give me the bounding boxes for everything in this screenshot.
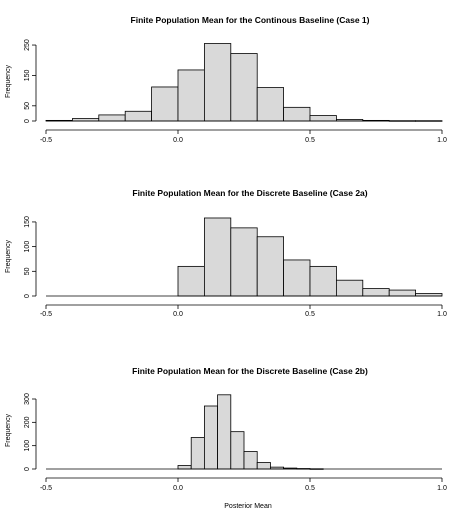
histogram-bar <box>283 106 311 122</box>
x-tick-label: 0.0 <box>173 311 183 318</box>
x-tick-label: 0.5 <box>305 485 315 492</box>
histogram-bar <box>230 431 245 470</box>
histogram-bar <box>335 279 364 297</box>
histogram-bar <box>256 236 285 297</box>
x-tick-label: 1.0 <box>437 485 447 492</box>
y-tick-label: 100 <box>24 440 31 452</box>
x-tick-label: 0.0 <box>173 485 183 492</box>
histogram-bar <box>190 437 205 470</box>
histogram-bar <box>177 265 205 297</box>
x-tick-label: 0.5 <box>305 311 315 318</box>
histogram-bar <box>151 86 179 122</box>
histogram-bar <box>203 43 232 122</box>
y-tick-label: 50 <box>24 267 31 275</box>
x-tick-label: 1.0 <box>437 137 447 144</box>
y-axis-label: Frequency <box>5 64 12 98</box>
x-axis-label: Posterior Mean <box>224 503 272 510</box>
y-tick-label: 150 <box>24 216 31 228</box>
x-tick-label: -0.5 <box>40 311 52 318</box>
histogram-bar <box>388 289 417 297</box>
histogram-bar <box>243 451 258 470</box>
histogram-bar <box>203 405 218 470</box>
histogram-bar <box>203 217 232 297</box>
y-axis-label: Frequency <box>5 239 12 273</box>
histogram-bar <box>230 53 258 122</box>
histogram-panel-2: Finite Population Mean for the Discrete … <box>5 188 447 318</box>
histogram-panel-3: Finite Population Mean for the Discrete … <box>5 366 447 510</box>
histogram-bar <box>283 259 311 297</box>
histogram-bar <box>177 465 192 470</box>
y-tick-label: 250 <box>24 39 31 51</box>
histogram-bar <box>124 110 152 122</box>
x-tick-label: 0.0 <box>173 137 183 144</box>
y-tick-label: 0 <box>24 467 31 471</box>
x-tick-label: -0.5 <box>40 485 52 492</box>
y-tick-label: 0 <box>24 119 31 123</box>
x-tick-label: 1.0 <box>437 311 447 318</box>
y-tick-label: 0 <box>24 294 31 298</box>
histogram-bar <box>230 227 258 297</box>
y-tick-label: 300 <box>24 393 31 405</box>
y-tick-label: 50 <box>24 102 31 110</box>
x-tick-label: 0.5 <box>305 137 315 144</box>
chart-title: Finite Population Mean for the Discrete … <box>132 366 368 376</box>
histogram-bar <box>217 394 232 470</box>
y-tick-label: 100 <box>24 241 31 253</box>
histogram-bar <box>362 288 390 297</box>
x-tick-label: -0.5 <box>40 137 52 144</box>
y-tick-label: 150 <box>24 69 31 81</box>
histogram-bar <box>309 115 337 122</box>
histogram-bar <box>256 87 285 122</box>
histogram-bar <box>256 462 271 470</box>
chart-title: Finite Population Mean for the Continous… <box>131 15 370 25</box>
chart-title: Finite Population Mean for the Discrete … <box>132 188 367 198</box>
histogram-bar <box>309 265 337 297</box>
histogram-bar <box>98 114 126 122</box>
y-tick-label: 200 <box>24 416 31 428</box>
histogram-bar <box>177 69 205 122</box>
y-axis-label: Frequency <box>5 413 12 447</box>
histogram-panel-1: Finite Population Mean for the Continous… <box>5 15 447 144</box>
